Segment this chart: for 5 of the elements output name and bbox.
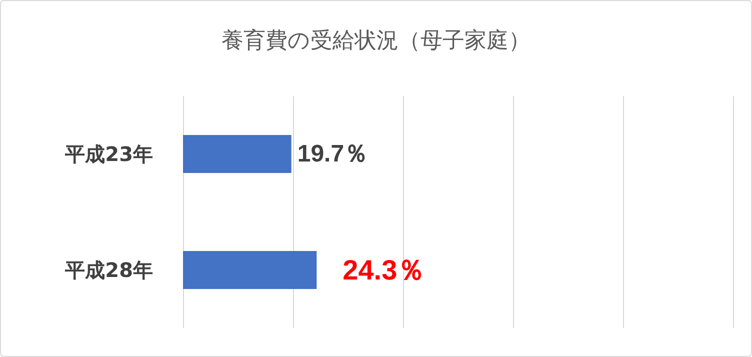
data-label: 24.3％ — [342, 254, 426, 286]
data-label: 19.7％ — [297, 140, 368, 168]
y-tick-label: 平成23年 — [64, 142, 153, 166]
y-tick-label: 平成28年 — [64, 258, 153, 282]
chart-title: 養育費の受給状況（母子家庭） — [222, 28, 530, 54]
